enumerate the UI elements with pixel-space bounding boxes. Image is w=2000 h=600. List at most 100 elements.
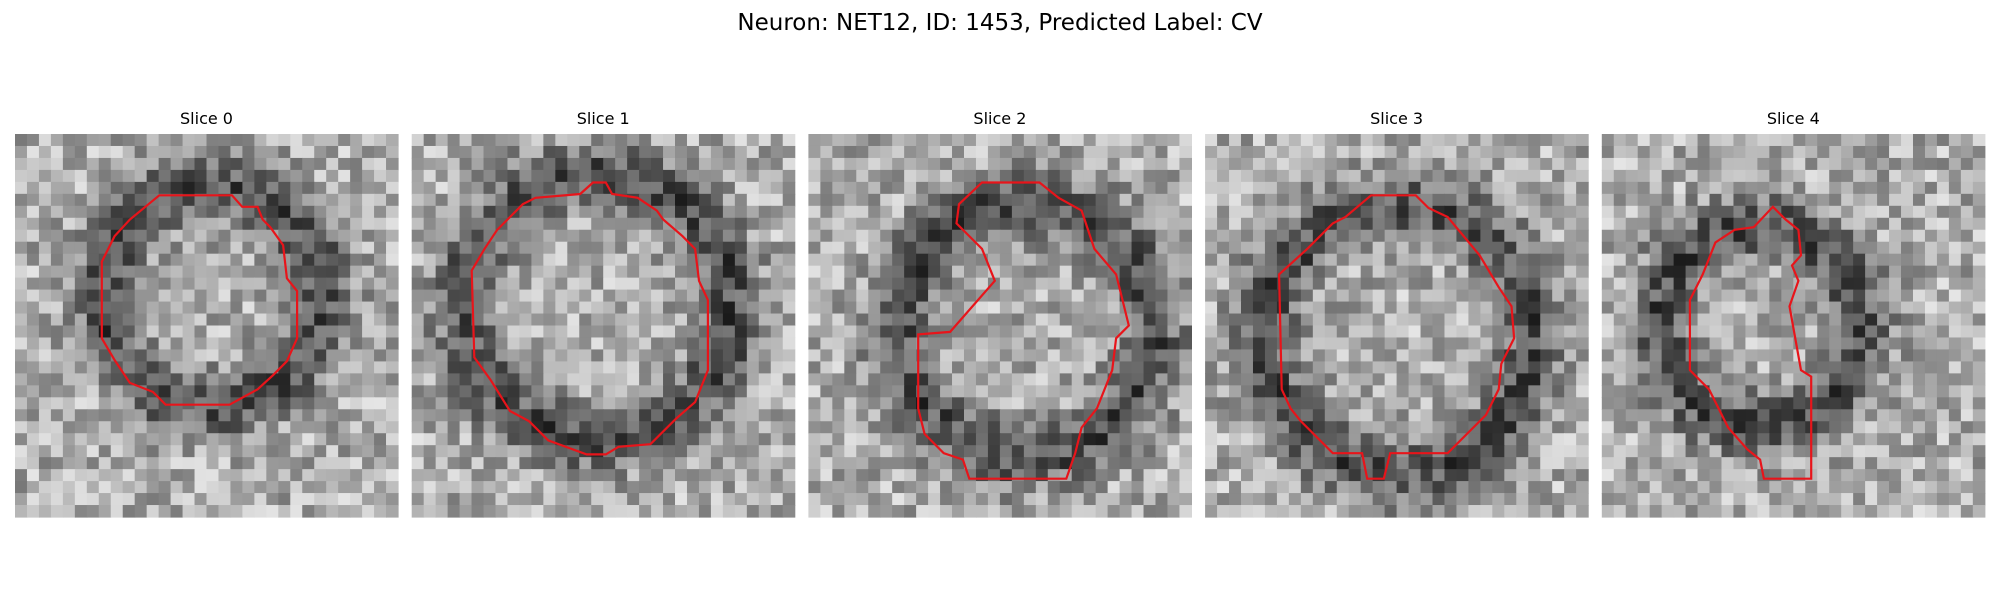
pixel bbox=[314, 217, 327, 231]
pixel bbox=[832, 409, 845, 422]
pixel bbox=[471, 373, 485, 386]
pixel bbox=[314, 241, 327, 255]
pixel bbox=[1733, 193, 1747, 207]
pixel bbox=[975, 265, 989, 279]
pixel bbox=[1649, 241, 1663, 255]
pixel bbox=[710, 337, 724, 351]
pixel bbox=[555, 421, 568, 434]
pixel bbox=[832, 157, 845, 171]
pixel bbox=[1444, 169, 1458, 183]
pixel bbox=[1601, 193, 1615, 207]
pixel bbox=[734, 505, 748, 518]
pixel bbox=[326, 361, 339, 374]
pixel bbox=[1143, 385, 1157, 398]
pixel bbox=[639, 301, 652, 315]
pixel bbox=[254, 241, 267, 255]
pixel bbox=[603, 325, 616, 339]
pixel bbox=[1023, 265, 1037, 279]
pixel bbox=[1960, 217, 1974, 231]
pixel bbox=[50, 134, 64, 147]
pixel bbox=[290, 385, 303, 398]
pixel bbox=[710, 253, 724, 267]
pixel bbox=[1167, 385, 1181, 398]
pixel bbox=[338, 253, 351, 267]
pixel bbox=[471, 493, 485, 506]
pixel bbox=[1300, 493, 1314, 506]
pixel bbox=[1252, 229, 1266, 243]
pixel bbox=[928, 313, 941, 327]
pixel bbox=[1059, 469, 1073, 482]
pixel bbox=[338, 313, 351, 327]
pixel bbox=[1217, 157, 1230, 171]
pixel bbox=[290, 205, 303, 219]
pixel bbox=[1167, 181, 1181, 195]
pixel bbox=[1300, 157, 1314, 171]
pixel bbox=[758, 205, 772, 219]
pixel bbox=[832, 181, 845, 195]
pixel bbox=[1793, 169, 1806, 183]
pixel bbox=[386, 157, 399, 171]
pixel bbox=[1948, 241, 1962, 255]
pixel bbox=[1552, 385, 1565, 398]
pixel bbox=[206, 493, 220, 506]
pixel bbox=[1673, 289, 1687, 303]
pixel bbox=[254, 193, 267, 207]
pixel bbox=[615, 469, 628, 482]
pixel bbox=[1229, 445, 1242, 458]
pixel bbox=[1697, 397, 1711, 410]
pixel bbox=[892, 277, 905, 291]
pixel bbox=[627, 469, 640, 482]
pixel bbox=[1889, 241, 1902, 255]
pixel bbox=[1324, 181, 1338, 195]
pixel bbox=[1709, 325, 1723, 339]
pixel bbox=[483, 481, 497, 494]
pixel bbox=[952, 301, 965, 315]
pixel bbox=[999, 313, 1013, 327]
pixel bbox=[651, 145, 664, 159]
pixel bbox=[1960, 265, 1974, 279]
pixel bbox=[1241, 205, 1254, 219]
pixel bbox=[555, 445, 568, 458]
pixel bbox=[916, 181, 929, 195]
pixel bbox=[338, 325, 351, 339]
pixel bbox=[1936, 433, 1950, 446]
pixel bbox=[326, 265, 339, 279]
pixel bbox=[1205, 193, 1218, 207]
pixel bbox=[820, 481, 833, 494]
pixel bbox=[110, 337, 124, 351]
pixel bbox=[1817, 265, 1830, 279]
pixel bbox=[615, 134, 628, 147]
pixel bbox=[987, 325, 1001, 339]
pixel bbox=[266, 145, 279, 159]
pixel bbox=[1745, 145, 1758, 159]
pixel bbox=[603, 457, 616, 470]
pixel bbox=[963, 505, 977, 518]
pixel bbox=[531, 469, 544, 482]
pixel bbox=[746, 313, 760, 327]
pixel bbox=[519, 337, 532, 351]
pixel bbox=[1205, 325, 1218, 339]
pixel bbox=[1276, 433, 1290, 446]
pixel bbox=[1083, 157, 1097, 171]
pixel bbox=[710, 277, 724, 291]
pixel bbox=[1432, 373, 1446, 386]
pixel bbox=[62, 481, 76, 494]
pixel bbox=[904, 217, 917, 231]
pixel bbox=[447, 505, 461, 518]
pixel bbox=[1540, 421, 1553, 434]
pixel bbox=[868, 193, 881, 207]
pixel bbox=[411, 193, 425, 207]
pixel bbox=[1229, 229, 1242, 243]
pixel bbox=[675, 277, 688, 291]
pixel bbox=[1721, 301, 1735, 315]
pixel bbox=[904, 433, 917, 446]
pixel bbox=[1649, 361, 1663, 374]
pixel bbox=[98, 457, 112, 470]
pixel bbox=[1167, 169, 1181, 183]
pixel bbox=[206, 445, 220, 458]
pixel bbox=[1853, 145, 1866, 159]
pixel bbox=[531, 253, 544, 267]
pixel bbox=[170, 217, 184, 231]
pixel bbox=[1613, 169, 1627, 183]
pixel bbox=[1613, 301, 1627, 315]
